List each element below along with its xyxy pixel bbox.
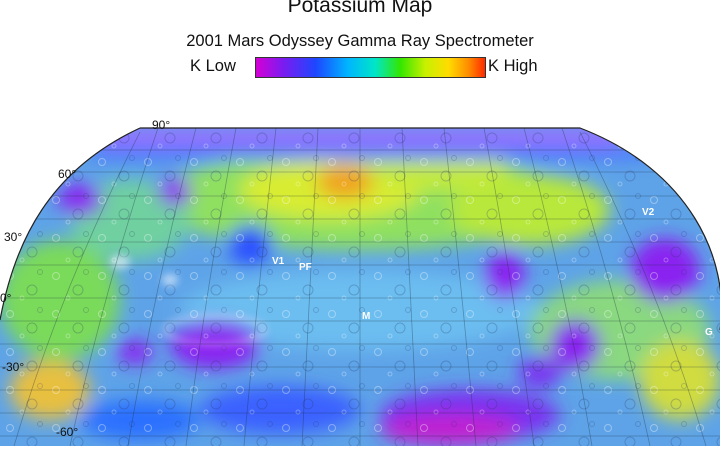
legend-color-bar (255, 57, 486, 78)
region-label-g: G (705, 327, 713, 338)
lat-label-minus-30: -30° (2, 360, 25, 374)
map-surface (0, 128, 720, 446)
map-subtitle: 2001 Mars Odyssey Gamma Ray Spectrometer (186, 32, 534, 50)
page-title: Potassium Map (287, 0, 433, 17)
region-label-m: M (362, 311, 371, 322)
lat-label-0: 0° (0, 291, 12, 305)
legend-high-label: K High (488, 57, 538, 75)
graticule (0, 128, 720, 446)
region-label-v1: V1 (272, 256, 285, 267)
lat-label-60: 60° (58, 167, 77, 181)
lat-label-90: 90° (152, 118, 171, 132)
lat-label-30: 30° (4, 230, 23, 244)
region-label-v2: V2 (642, 207, 655, 218)
map-outline (0, 127, 720, 330)
region-label-pf: PF (299, 262, 312, 273)
lat-label-minus-60: -60° (56, 425, 79, 439)
legend-low-label: K Low (190, 57, 236, 75)
